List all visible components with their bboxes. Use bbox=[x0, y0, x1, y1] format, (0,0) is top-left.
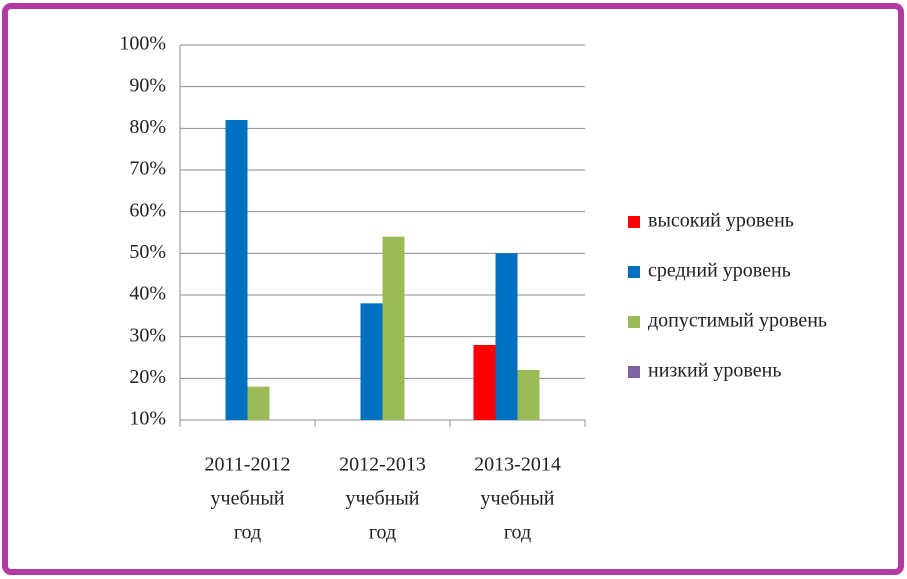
bar bbox=[473, 345, 496, 420]
bar bbox=[247, 386, 270, 420]
y-tick-label: 50% bbox=[129, 241, 166, 263]
legend-swatch bbox=[628, 266, 640, 278]
bar bbox=[225, 120, 248, 420]
x-tick-label: год bbox=[234, 522, 261, 544]
frame bbox=[2, 3, 904, 575]
x-tick-label: 2011-2012 bbox=[205, 454, 291, 476]
y-tick-label: 60% bbox=[129, 199, 166, 221]
y-tick-label: 10% bbox=[129, 408, 166, 430]
x-tick-label: 2013-2014 bbox=[474, 454, 561, 476]
y-tick-label: 20% bbox=[129, 366, 166, 388]
x-tick-label: 2012-2013 bbox=[339, 454, 426, 476]
legend-label: низкий уровень bbox=[648, 360, 781, 382]
bar bbox=[495, 253, 518, 420]
legend-swatch bbox=[628, 366, 640, 378]
y-tick-label: 30% bbox=[129, 324, 166, 346]
x-tick-label: год bbox=[504, 522, 531, 544]
y-tick-label: 40% bbox=[129, 283, 166, 305]
legend-swatch bbox=[628, 216, 640, 228]
y-tick-label: 80% bbox=[129, 116, 166, 138]
x-tick-label: учебный bbox=[211, 488, 285, 510]
x-tick-label: учебный bbox=[481, 488, 555, 510]
bar bbox=[360, 303, 383, 420]
legend-swatch bbox=[628, 316, 640, 328]
legend-label: высокий уровень bbox=[648, 210, 794, 232]
legend-label: средний уровень bbox=[648, 260, 791, 282]
x-tick-label: учебный bbox=[346, 488, 420, 510]
x-tick-label: год bbox=[369, 522, 396, 544]
y-tick-label: 100% bbox=[119, 33, 166, 55]
bar bbox=[382, 236, 405, 420]
legend-label: допустимый уровень bbox=[648, 310, 827, 332]
bar bbox=[517, 370, 540, 420]
y-tick-label: 70% bbox=[129, 158, 166, 180]
y-tick-label: 90% bbox=[129, 74, 166, 96]
